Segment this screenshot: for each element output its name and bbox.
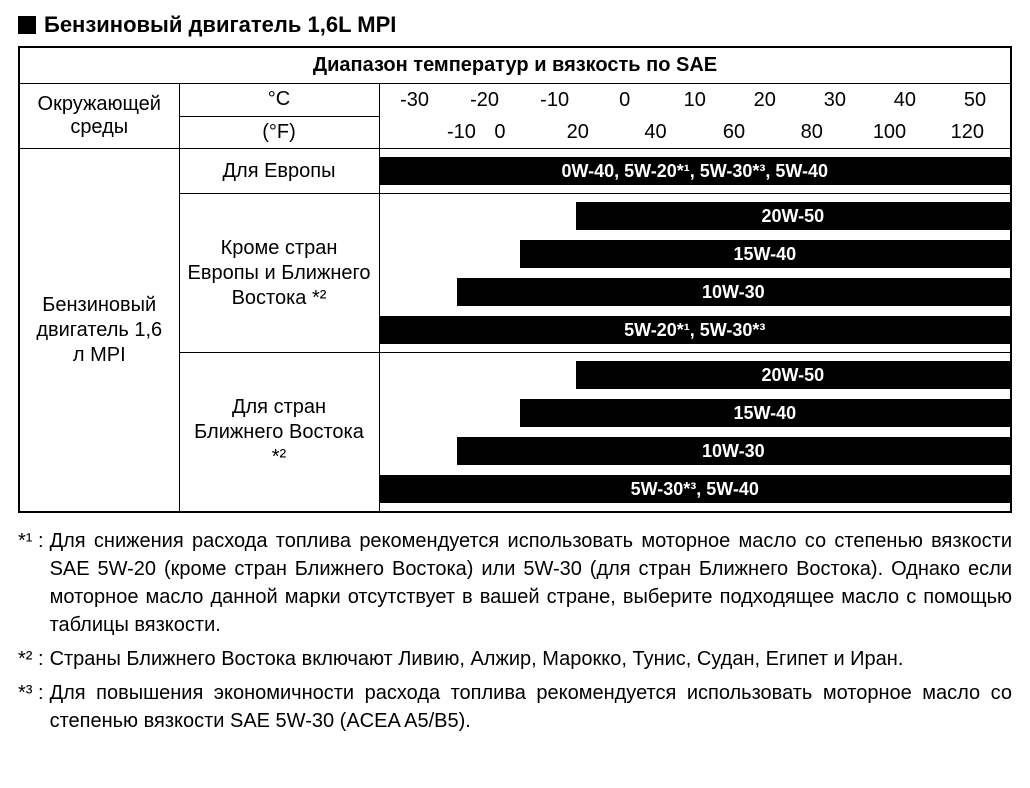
tick-c: 0 [619, 89, 630, 112]
region-label: Кроме стран Европы и Ближнего Востока *² [179, 194, 379, 353]
viscosity-bar: 20W-50 [576, 361, 1010, 389]
tick-c: -30 [400, 89, 429, 112]
unit-fahrenheit: (°F) [179, 116, 379, 149]
footnotes: *¹ :Для снижения расхода топлива рекомен… [18, 527, 1012, 735]
tick-f: 100 [873, 121, 906, 144]
tick-f: 40 [644, 121, 666, 144]
page-header: Бензиновый двигатель 1,6L MPI [18, 12, 1012, 38]
viscosity-bar: 5W-30*³, 5W-40 [380, 475, 1011, 503]
viscosity-bar: 0W-40, 5W-20*¹, 5W-30*³, 5W-40 [380, 157, 1011, 185]
tick-f: 80 [801, 121, 823, 144]
viscosity-table: Диапазон температур и вязкость по SAE Ок… [18, 46, 1012, 513]
footnote: *³ :Для повышения экономичности расхода … [18, 679, 1012, 735]
viscosity-bar: 15W-40 [520, 399, 1010, 427]
viscosity-bar: 5W-20*¹, 5W-30*³ [380, 316, 1011, 344]
chart-cell: 0W-40, 5W-20*¹, 5W-30*³, 5W-40 [379, 149, 1011, 194]
region-label: Для Европы [179, 149, 379, 194]
tick-f: 0 [494, 121, 505, 144]
tick-f: 20 [567, 121, 589, 144]
header-square-icon [18, 16, 36, 34]
tick-c: 20 [754, 89, 776, 112]
temperature-scale: -30 -20 -10 0 10 20 30 40 50 -10 0 20 40 60 80 100 120 [379, 84, 1011, 149]
region-label: Для стран Ближнего Востока *² [179, 353, 379, 513]
tick-c: 40 [894, 89, 916, 112]
footnote-marker: *¹ : [18, 527, 44, 639]
tick-c: 30 [824, 89, 846, 112]
tick-c: -10 [540, 89, 569, 112]
tick-f: -10 [447, 121, 476, 144]
footnote-text: Страны Ближнего Востока включают Ливию, … [50, 645, 1012, 673]
viscosity-bar: 20W-50 [576, 202, 1010, 230]
tick-f: 60 [723, 121, 745, 144]
footnote-text: Для снижения расхода топлива рекомендует… [50, 527, 1012, 639]
tick-f: 120 [951, 121, 984, 144]
viscosity-bar: 10W-30 [457, 278, 1010, 306]
footnote-marker: *² : [18, 645, 44, 673]
footnote-marker: *³ : [18, 679, 44, 735]
page-title: Бензиновый двигатель 1,6L MPI [44, 12, 396, 38]
chart-cell: 20W-50 15W-40 10W-30 5W-20*¹, 5W-30*³ [379, 194, 1011, 353]
unit-celsius: °C [179, 84, 379, 117]
viscosity-bar: 15W-40 [520, 240, 1010, 268]
table-title: Диапазон температур и вязкость по SAE [19, 47, 1011, 84]
ambient-label: Окружающей среды [19, 84, 179, 149]
engine-label: Бензиновый двигатель 1,6 л MPI [19, 149, 179, 513]
viscosity-bar: 10W-30 [457, 437, 1010, 465]
tick-c: -20 [470, 89, 499, 112]
tick-c: 50 [964, 89, 986, 112]
chart-cell: 20W-50 15W-40 10W-30 5W-30*³, 5W-40 [379, 353, 1011, 513]
footnote: *¹ :Для снижения расхода топлива рекомен… [18, 527, 1012, 639]
footnote: *² :Страны Ближнего Востока включают Лив… [18, 645, 1012, 673]
tick-c: 10 [684, 89, 706, 112]
footnote-text: Для повышения экономичности расхода топл… [50, 679, 1012, 735]
